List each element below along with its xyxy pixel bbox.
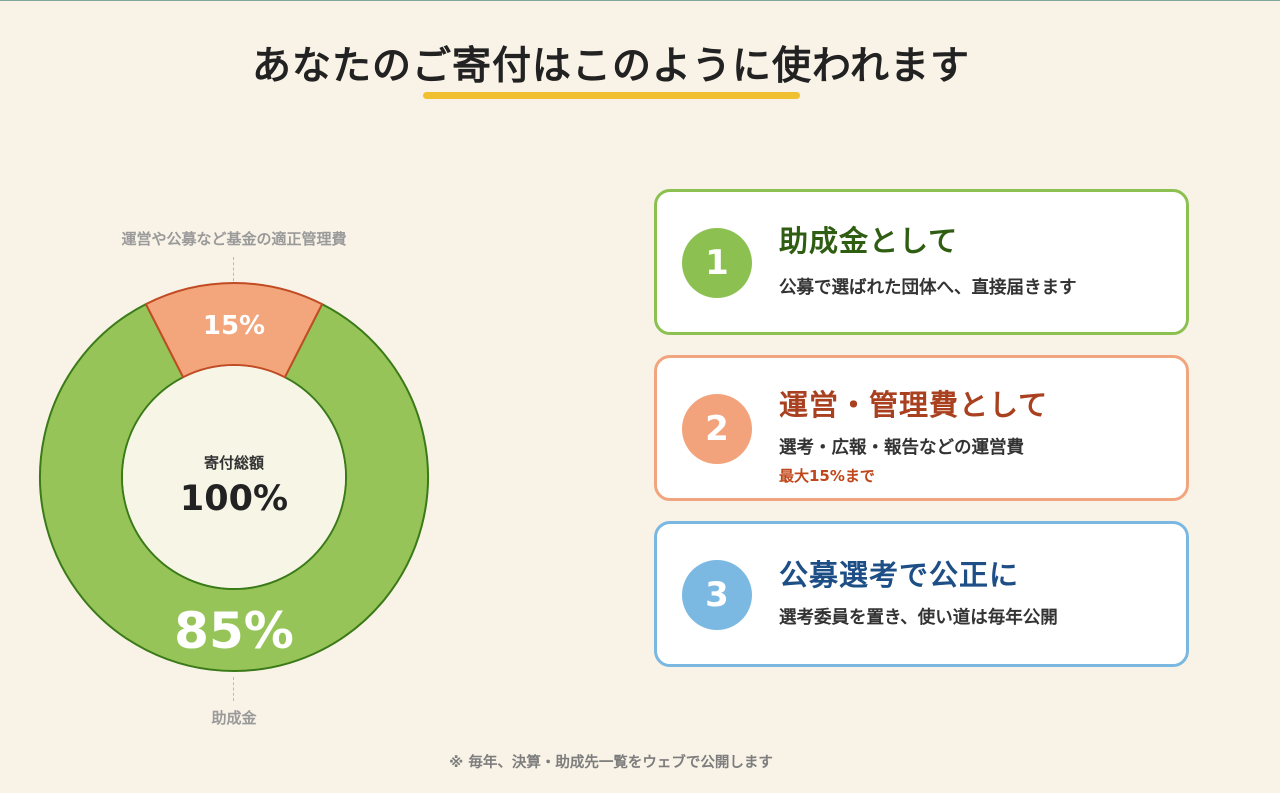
card-fair-selection: 3 公募選考で公正に 選考委員を置き、使い道は毎年公開 bbox=[654, 521, 1189, 667]
card-note: 最大15%まで bbox=[779, 467, 875, 485]
card-grant: 1 助成金として 公募で選ばれた団体へ、直接届きます bbox=[654, 189, 1189, 335]
card-description: 選考委員を置き、使い道は毎年公開 bbox=[779, 608, 1058, 628]
center-value: 100% bbox=[180, 479, 288, 519]
callout-admin-fee: 運営や公募など基金の適正管理費 bbox=[121, 230, 347, 248]
donut-slice-admin-fee bbox=[144, 282, 324, 379]
callout-leader-bottom bbox=[233, 677, 234, 701]
donut-center bbox=[123, 366, 345, 588]
callout-leader-top bbox=[233, 257, 234, 281]
card-description: 選考・広報・報告などの運営費 bbox=[779, 438, 1024, 458]
slice-label-admin-fee: 15% bbox=[203, 311, 265, 341]
card-description: 公募で選ばれた団体へ、直接届きます bbox=[779, 278, 1077, 298]
slice-label-grant: 85% bbox=[174, 602, 294, 660]
donut-slice-grant bbox=[39, 303, 429, 672]
card-number-badge: 3 bbox=[682, 560, 752, 630]
donut-chart: 15% 85% 寄付総額 100% bbox=[39, 282, 429, 672]
title-underline bbox=[423, 92, 800, 99]
center-label: 寄付総額 bbox=[204, 454, 264, 472]
card-title: 助成金として bbox=[779, 224, 959, 258]
footnote: ※ 毎年、決算・助成先一覧をウェブで公開します bbox=[449, 755, 773, 771]
donut-chart-area: 運営や公募など基金の適正管理費 15% 85% 寄付総額 100% 助成金 bbox=[0, 1, 600, 793]
card-title: 運営・管理費として bbox=[779, 388, 1049, 422]
card-title: 公募選考で公正に bbox=[779, 558, 1020, 592]
page-title: あなたのご寄付はこのように使われます bbox=[251, 44, 971, 89]
card-number-badge: 2 bbox=[682, 394, 752, 464]
card-number-badge: 1 bbox=[682, 228, 752, 298]
card-admin-fee: 2 運営・管理費として 選考・広報・報告などの運営費 最大15%まで bbox=[654, 355, 1189, 501]
callout-grant: 助成金 bbox=[211, 709, 257, 727]
